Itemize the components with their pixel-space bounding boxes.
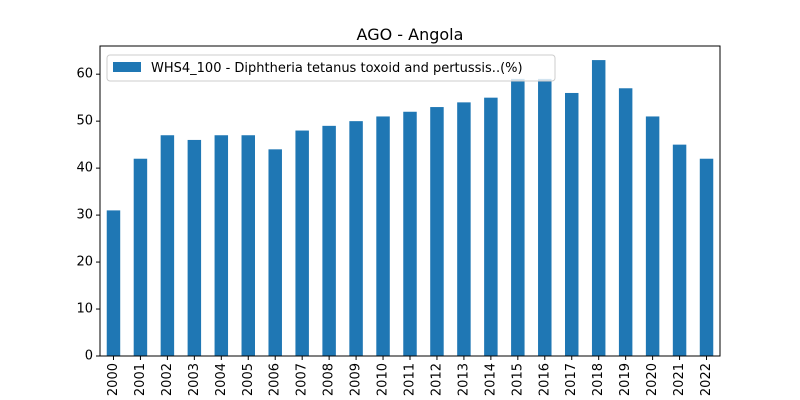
x-tick-label: 2018 [591,363,606,396]
y-tick-label: 50 [76,114,93,129]
chart-title: AGO - Angola [357,25,464,44]
x-tick-label: 2022 [699,363,714,396]
x-tick-label: 2016 [537,363,552,396]
x-tick-label: 2004 [214,363,229,396]
legend-label: WHS4_100 - Diphtheria tetanus toxoid and… [151,61,523,76]
bar-2016 [538,78,552,356]
x-tick-label: 2010 [376,363,391,396]
bar-2020 [645,116,660,356]
x-tick-label: 2007 [295,363,310,396]
bar-2007 [295,130,309,356]
x-tick-label: 2015 [510,363,525,396]
bar-2022 [699,158,714,356]
bar-2000 [106,210,121,356]
legend-swatch [113,62,141,72]
bar-2013 [457,102,471,356]
x-tick-label: 2012 [429,363,444,396]
bar-2002 [160,135,175,356]
bar-2019 [618,88,633,356]
x-tick-label: 2003 [187,363,202,396]
plot-frame [99,45,721,357]
y-tick-label: 0 [85,349,93,364]
bars-group [106,60,714,357]
x-tick-label: 2005 [241,363,256,396]
y-tick-label: 10 [76,302,93,317]
x-tick-label: 2006 [268,363,283,396]
y-tick-label: 30 [76,208,93,223]
bar-2012 [430,107,444,356]
bar-2006 [268,149,282,356]
x-tick-label: 2002 [160,363,175,396]
bar-2004 [214,135,229,356]
x-tick-label: 2020 [645,363,660,396]
bar-2003 [187,139,202,356]
x-tick-label: 2000 [106,363,121,396]
x-tick-label: 2009 [349,363,364,396]
x-axis: 2000 2001 2002 2003 2004 2005 2006 2007 2008 2009… [106,356,714,396]
x-tick-label: 2014 [483,363,498,396]
legend: WHS4_100 - Diphtheria tetanus toxoid and… [106,54,556,82]
bar-2017 [565,92,579,356]
bar-2018 [591,60,606,356]
y-axis: 0 10 20 30 40 50 60 [76,67,100,364]
y-tick-label: 20 [76,255,93,270]
legend-box [106,54,556,82]
x-tick-label: 2021 [672,363,687,396]
bar-2014 [484,97,498,357]
x-tick-label: 2019 [618,363,633,396]
bar-2011 [403,111,417,357]
bar-2010 [376,116,390,356]
x-tick-label: 2013 [456,363,471,396]
bar-2001 [133,158,148,356]
bar-2015 [511,78,525,356]
x-tick-label: 2011 [403,363,418,396]
bar-2005 [241,135,255,356]
bar-2008 [322,125,336,357]
x-tick-label: 2008 [322,363,337,396]
bar-2021 [672,144,687,356]
y-tick-label: 60 [76,67,93,82]
y-tick-label: 40 [76,161,93,176]
x-tick-label: 2017 [564,363,579,396]
x-tick-label: 2001 [133,363,148,396]
bar-2009 [349,121,363,356]
